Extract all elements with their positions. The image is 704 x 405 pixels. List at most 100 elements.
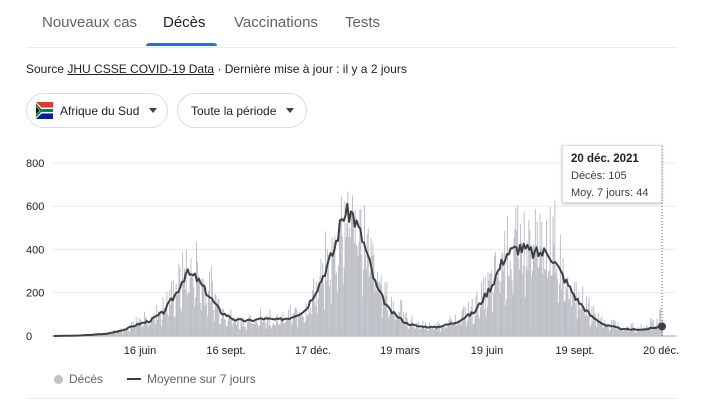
daily-deaths-bar bbox=[175, 283, 177, 336]
daily-deaths-bar bbox=[646, 325, 648, 336]
daily-deaths-bar bbox=[509, 260, 511, 336]
daily-deaths-bar bbox=[300, 313, 302, 336]
daily-deaths-bar bbox=[395, 317, 397, 336]
chevron-down-icon bbox=[286, 108, 295, 113]
daily-deaths-bar bbox=[609, 331, 611, 336]
daily-deaths-bar bbox=[448, 319, 450, 336]
tab-vaccinations[interactable]: Vaccinations bbox=[234, 14, 318, 31]
daily-deaths-bar bbox=[274, 325, 276, 336]
daily-deaths-bar bbox=[332, 257, 334, 336]
daily-deaths-bar bbox=[273, 324, 275, 336]
daily-deaths-bar bbox=[222, 308, 224, 336]
daily-deaths-bar bbox=[636, 328, 638, 336]
daily-deaths-bar bbox=[193, 286, 195, 336]
daily-deaths-bar bbox=[420, 328, 422, 336]
daily-deaths-bar bbox=[470, 306, 472, 336]
daily-deaths-bar bbox=[331, 237, 333, 336]
divider bbox=[26, 398, 678, 399]
daily-deaths-bar bbox=[529, 229, 531, 336]
daily-deaths-bar bbox=[208, 290, 210, 336]
daily-deaths-bar bbox=[103, 334, 105, 336]
daily-deaths-bar bbox=[398, 312, 400, 336]
daily-deaths-bar bbox=[584, 315, 586, 336]
daily-deaths-bar bbox=[375, 285, 377, 336]
daily-deaths-bar bbox=[571, 306, 573, 336]
daily-deaths-bar bbox=[363, 269, 365, 336]
daily-deaths-bar bbox=[605, 323, 607, 336]
daily-deaths-bar bbox=[455, 314, 456, 336]
daily-deaths-bar bbox=[439, 323, 441, 336]
daily-deaths-bar bbox=[312, 290, 314, 336]
daily-deaths-bar bbox=[133, 324, 135, 336]
daily-deaths-bar bbox=[517, 204, 519, 336]
daily-deaths-bar bbox=[580, 308, 582, 336]
daily-deaths-bar bbox=[474, 315, 476, 336]
daily-deaths-bar bbox=[500, 281, 502, 336]
daily-deaths-bar bbox=[553, 244, 555, 336]
tab-new-cases[interactable]: Nouveaux cas bbox=[42, 14, 138, 31]
daily-deaths-bar bbox=[301, 315, 303, 336]
daily-deaths-bar bbox=[254, 324, 256, 336]
daily-deaths-bar bbox=[170, 281, 172, 336]
daily-deaths-bar bbox=[484, 276, 486, 336]
daily-deaths-bar bbox=[349, 228, 351, 336]
source-link[interactable]: JHU CSSE COVID-19 Data bbox=[67, 62, 215, 76]
x-tick-label: 19 juin bbox=[471, 345, 503, 357]
daily-deaths-bar bbox=[589, 326, 591, 336]
daily-deaths-bar bbox=[461, 310, 463, 336]
daily-deaths-bar bbox=[316, 313, 318, 336]
daily-deaths-bar bbox=[524, 297, 526, 336]
daily-deaths-bar bbox=[284, 323, 286, 336]
daily-deaths-bar bbox=[242, 326, 244, 336]
daily-deaths-bar bbox=[457, 323, 459, 336]
daily-deaths-bar bbox=[562, 258, 564, 336]
daily-deaths-bar bbox=[279, 324, 281, 336]
daily-deaths-bar bbox=[311, 314, 313, 336]
daily-deaths-bar bbox=[201, 278, 203, 336]
daily-deaths-bar bbox=[176, 295, 178, 336]
daily-deaths-bar bbox=[551, 275, 553, 336]
daily-deaths-bar bbox=[388, 318, 390, 336]
daily-deaths-bar bbox=[505, 305, 507, 336]
daily-deaths-bar bbox=[273, 322, 275, 336]
country-dropdown[interactable]: Afrique du Sud bbox=[26, 93, 168, 128]
daily-deaths-bar bbox=[559, 234, 561, 336]
daily-deaths-bar bbox=[248, 317, 249, 336]
daily-deaths-bar bbox=[513, 237, 515, 336]
daily-deaths-bar bbox=[174, 316, 176, 336]
daily-deaths-bar bbox=[243, 317, 245, 336]
period-label: Toute la période bbox=[191, 103, 277, 118]
daily-deaths-bar bbox=[442, 326, 444, 336]
daily-deaths-bar bbox=[282, 311, 284, 336]
tab-deaths[interactable]: Décès bbox=[163, 14, 206, 31]
daily-deaths-bar bbox=[488, 280, 490, 336]
daily-deaths-bar bbox=[578, 292, 580, 336]
daily-deaths-bar bbox=[304, 321, 306, 336]
daily-deaths-bar bbox=[276, 313, 278, 336]
daily-deaths-bar bbox=[317, 299, 319, 336]
daily-deaths-bar bbox=[499, 293, 501, 336]
daily-deaths-bar bbox=[121, 332, 123, 336]
daily-deaths-bar bbox=[212, 309, 214, 336]
daily-deaths-bar bbox=[550, 275, 552, 336]
daily-deaths-bar bbox=[364, 205, 366, 336]
daily-deaths-bar bbox=[131, 322, 133, 336]
period-dropdown[interactable]: Toute la période bbox=[177, 93, 307, 128]
daily-deaths-bar bbox=[463, 305, 465, 336]
daily-deaths-bar bbox=[543, 253, 545, 336]
daily-deaths-bar bbox=[190, 258, 192, 336]
daily-deaths-bar bbox=[561, 273, 563, 336]
daily-deaths-bar bbox=[639, 329, 641, 336]
daily-deaths-bar bbox=[626, 327, 628, 336]
daily-deaths-bar bbox=[478, 314, 480, 336]
daily-deaths-bar bbox=[545, 219, 547, 336]
daily-deaths-bar bbox=[611, 327, 613, 336]
daily-deaths-bar bbox=[607, 323, 609, 336]
daily-deaths-bar bbox=[256, 321, 258, 336]
tab-tests[interactable]: Tests bbox=[345, 14, 381, 31]
daily-deaths-bar bbox=[153, 313, 155, 336]
daily-deaths-bar bbox=[483, 309, 485, 336]
daily-deaths-bar bbox=[241, 321, 243, 336]
daily-deaths-bar bbox=[343, 267, 345, 336]
daily-deaths-bar bbox=[593, 305, 595, 336]
